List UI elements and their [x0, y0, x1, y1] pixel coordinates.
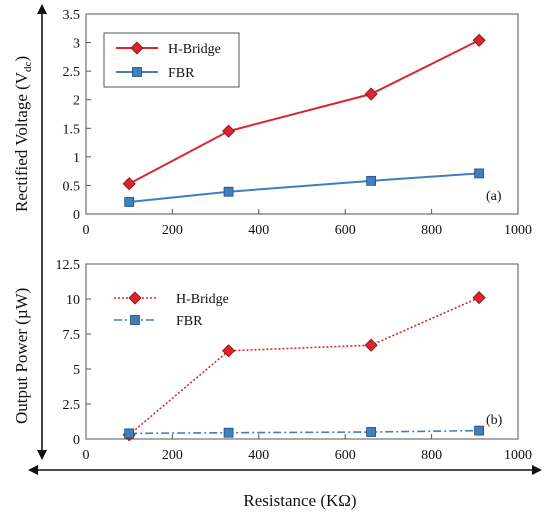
y-tick-label-a: 1.5	[63, 122, 81, 137]
y-tick-label-b: 12.5	[56, 258, 81, 273]
y-axis-label-a-subscript: dc	[22, 61, 34, 72]
tick-group-b: 0 200 400 600 800 1000 0 2.5 5 7.5 10 12.5	[56, 258, 533, 463]
data-point-h-bridge-a	[122, 177, 136, 191]
legend-marker-fbr-b	[130, 315, 140, 325]
y-tick-label-b: 10	[66, 293, 80, 308]
y-tick-label-b: 7.5	[63, 328, 81, 343]
y-tick-label-a: 0.5	[63, 179, 81, 194]
panel-label-b: (b)	[486, 413, 503, 428]
series-line-h-bridge-a	[128, 39, 480, 185]
plot-frame-a	[85, 13, 519, 215]
x-tick-label-b: 0	[83, 448, 90, 463]
series-group-a	[122, 33, 486, 207]
data-point-fbr-b	[223, 427, 234, 438]
legend-label-fbr-b: FBR	[176, 314, 203, 329]
data-point-fbr-b	[124, 428, 135, 439]
x-tick-label-b: 600	[335, 448, 356, 463]
panel-a: 0 200 400 600 800 1000 0 0.5 1 1.5 2 2.5 3 3.5 H-Brid…	[63, 8, 533, 238]
y-tick-label-b: 0	[73, 433, 80, 448]
data-point-fbr-b	[366, 427, 377, 437]
y-tick-label-b: 2.5	[63, 398, 81, 413]
x-tick-label-b: 800	[421, 448, 442, 463]
x-tick-label-b: 200	[162, 448, 183, 463]
legend-label-hbridge-b: H-Bridge	[176, 292, 229, 307]
y-tick-label-a: 0	[73, 208, 80, 223]
x-tick-label-a: 1000	[504, 223, 532, 238]
data-point-fbr-a	[474, 168, 485, 179]
x-tick-label-a: 0	[83, 223, 90, 238]
x-axis-label: Resistance (KΩ)	[243, 491, 356, 510]
data-point-h-bridge-b	[472, 291, 486, 305]
legend-label-fbr-a: FBR	[168, 66, 195, 81]
legend-marker-hbridge-b	[128, 291, 142, 305]
y-axis-label-b: Output Power (µW)	[12, 288, 31, 424]
series-line-h-bridge-b	[128, 296, 480, 436]
legend-b: H-Bridge FBR	[114, 291, 229, 329]
y-axis-label-a-main: Rectified Voltage (V	[12, 71, 31, 212]
legend-marker-hbridge-a	[130, 41, 144, 55]
data-point-h-bridge-a	[221, 124, 236, 138]
data-point-fbr-b	[474, 425, 485, 436]
x-tick-label-a: 200	[162, 223, 183, 238]
x-tick-label-a: 400	[248, 223, 269, 238]
data-point-fbr-a	[366, 175, 377, 186]
legend-box-a	[103, 32, 240, 88]
data-point-h-bridge-b	[221, 344, 236, 358]
data-point-fbr-a	[223, 186, 234, 197]
series-group-b	[122, 291, 486, 442]
legend-marker-fbr-a	[132, 67, 142, 77]
series-line-fbr-b	[129, 429, 480, 435]
x-tick-label-a: 600	[335, 223, 356, 238]
panel-label-a: (a)	[486, 189, 502, 204]
series-line-fbr-a	[129, 172, 480, 203]
data-point-h-bridge-b	[364, 338, 378, 352]
y-tick-label-b: 5	[73, 363, 80, 378]
x-tick-label-b: 1000	[504, 448, 532, 463]
y-tick-label-a: 2	[73, 94, 80, 109]
tick-group-a: 0 200 400 600 800 1000 0 0.5 1 1.5 2 2.5 3 3.5	[63, 8, 533, 238]
panel-b: 0 200 400 600 800 1000 0 2.5 5 7.5 10 12.5 H-Bridge…	[56, 258, 533, 463]
data-point-h-bridge-a	[364, 87, 378, 101]
data-point-fbr-a	[124, 197, 135, 207]
y-tick-label-a: 3	[73, 37, 80, 52]
x-tick-label-a: 800	[421, 223, 442, 238]
data-point-h-bridge-a	[472, 33, 486, 47]
y-tick-label-a: 1	[73, 151, 80, 166]
x-tick-label-b: 400	[248, 448, 269, 463]
y-tick-label-a: 2.5	[63, 65, 81, 80]
y-axis-label-a-close: )	[12, 56, 31, 62]
legend-a: H-Bridge FBR	[103, 32, 240, 88]
plot-frame-b	[85, 263, 519, 440]
legend-label-hbridge-a: H-Bridge	[168, 42, 221, 57]
y-axis-label-a: Rectified Voltage (Vdc)	[12, 56, 34, 212]
y-tick-label-a: 3.5	[63, 8, 81, 23]
